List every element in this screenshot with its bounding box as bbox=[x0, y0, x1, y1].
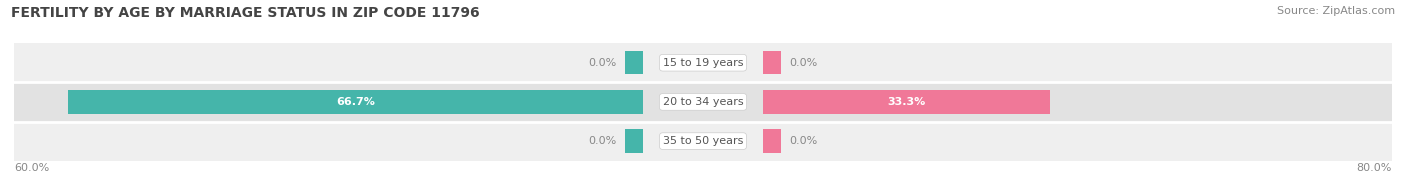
Bar bbox=[14, 122, 1392, 161]
Text: 33.3%: 33.3% bbox=[887, 97, 925, 107]
Bar bbox=[14, 82, 1392, 122]
Text: 15 to 19 years: 15 to 19 years bbox=[662, 58, 744, 68]
Bar bbox=[626, 129, 643, 153]
Text: 60.0%: 60.0% bbox=[14, 163, 49, 173]
Text: 80.0%: 80.0% bbox=[1357, 163, 1392, 173]
Text: FERTILITY BY AGE BY MARRIAGE STATUS IN ZIP CODE 11796: FERTILITY BY AGE BY MARRIAGE STATUS IN Z… bbox=[11, 6, 479, 20]
Text: 66.7%: 66.7% bbox=[336, 97, 375, 107]
Text: 0.0%: 0.0% bbox=[789, 58, 817, 68]
Bar bbox=[763, 129, 780, 153]
Text: 0.0%: 0.0% bbox=[589, 58, 617, 68]
Text: 0.0%: 0.0% bbox=[789, 136, 817, 146]
Text: 35 to 50 years: 35 to 50 years bbox=[662, 136, 744, 146]
Bar bbox=[763, 51, 780, 74]
Bar bbox=[69, 90, 643, 114]
Bar bbox=[14, 43, 1392, 82]
Text: 0.0%: 0.0% bbox=[589, 136, 617, 146]
Bar bbox=[626, 51, 643, 74]
Bar bbox=[763, 90, 1050, 114]
Text: 20 to 34 years: 20 to 34 years bbox=[662, 97, 744, 107]
Text: Source: ZipAtlas.com: Source: ZipAtlas.com bbox=[1277, 6, 1395, 16]
